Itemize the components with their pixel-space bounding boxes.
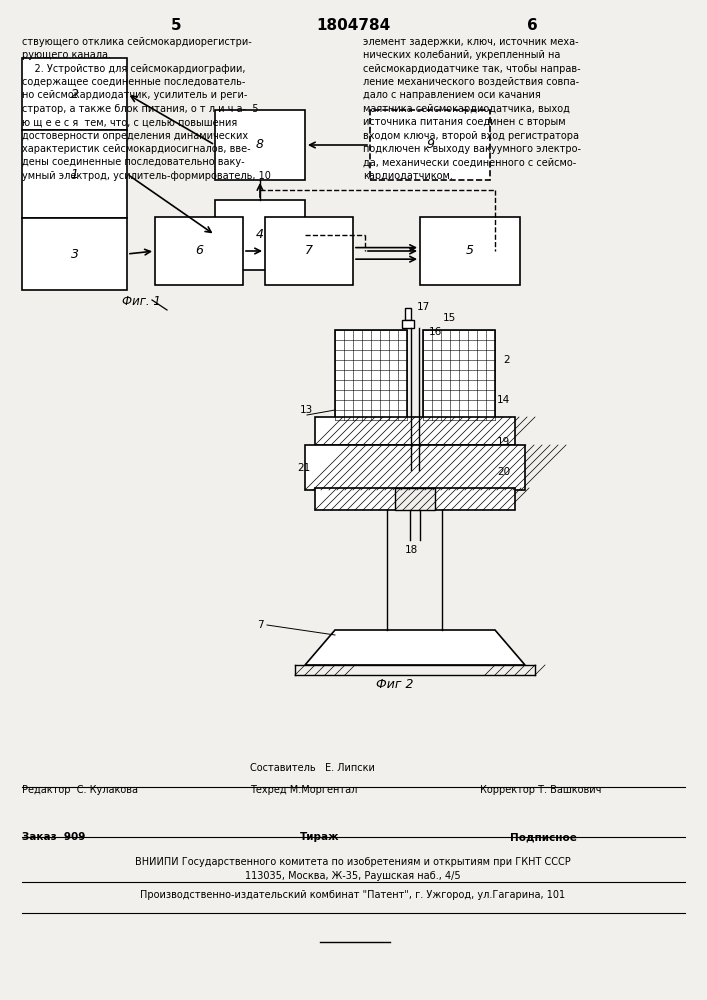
Text: 19: 19 (497, 437, 510, 447)
Bar (305, 445, 525, 490)
Text: 6: 6 (195, 244, 203, 257)
Polygon shape (305, 630, 525, 665)
Text: Производственно-издательский комбинат "Патент", г. Ужгород, ул.Гагарина, 101: Производственно-издательский комбинат "П… (141, 890, 566, 900)
Bar (423, 330, 495, 420)
Text: Тираж: Тираж (300, 832, 339, 842)
Text: 3: 3 (71, 247, 78, 260)
Bar (215, 110, 305, 180)
Bar (22, 218, 127, 290)
Bar (155, 217, 243, 285)
Text: ствующего отклика сейсмокардиорегистри-
рующего канала.
    2. Устройство для се: ствующего отклика сейсмокардиорегистри- … (22, 37, 271, 181)
Text: 4: 4 (256, 229, 264, 241)
Text: 2: 2 (71, 88, 78, 101)
Text: ВНИИПИ Государственного комитета по изобретениям и открытиям при ГКНТ СССР: ВНИИПИ Государственного комитета по изоб… (135, 857, 571, 867)
Text: Фиг 2: Фиг 2 (376, 678, 414, 692)
Text: Корректор Т. Вашкович: Корректор Т. Вашкович (480, 785, 602, 795)
Bar (315, 417, 515, 445)
Bar (22, 58, 127, 130)
Text: 2: 2 (503, 355, 510, 365)
Text: 1804784: 1804784 (316, 17, 390, 32)
Text: 113035, Москва, Ж-35, Раушская наб., 4/5: 113035, Москва, Ж-35, Раушская наб., 4/5 (245, 871, 461, 881)
Bar (402, 320, 414, 328)
Text: Редактор  С. Кулакова: Редактор С. Кулакова (22, 785, 138, 795)
Text: элемент задержки, ключ, источник меха-
нических колебаний, укрепленный на
сейсмо: элемент задержки, ключ, источник меха- н… (363, 37, 581, 181)
Text: Заказ  909: Заказ 909 (22, 832, 86, 842)
Bar (420, 217, 520, 285)
Text: 1: 1 (71, 167, 78, 180)
Text: 7: 7 (257, 620, 264, 630)
Text: 6: 6 (527, 17, 537, 32)
Text: 15: 15 (443, 313, 456, 323)
Text: 5: 5 (170, 17, 181, 32)
Text: 7: 7 (305, 244, 313, 257)
Bar (370, 110, 490, 180)
Text: 14: 14 (497, 395, 510, 405)
Text: 16: 16 (429, 327, 443, 337)
Bar (315, 488, 515, 510)
Text: Фиг. 1: Фиг. 1 (122, 295, 161, 308)
Bar (265, 217, 353, 285)
Text: 20: 20 (497, 467, 510, 477)
Text: 18: 18 (405, 545, 419, 555)
Text: 21: 21 (297, 463, 310, 473)
Text: Подписное: Подписное (510, 832, 577, 842)
Bar (22, 130, 127, 218)
Bar (215, 200, 305, 270)
Text: 17: 17 (417, 302, 431, 312)
Text: 13: 13 (300, 405, 313, 415)
Text: 9: 9 (426, 138, 434, 151)
Bar (395, 488, 435, 510)
Text: 8: 8 (256, 138, 264, 151)
Bar (405, 308, 411, 320)
Text: Составитель   Е. Липски: Составитель Е. Липски (250, 763, 375, 773)
Text: Техред М.Моргентал: Техред М.Моргентал (250, 785, 357, 795)
Text: 5: 5 (466, 244, 474, 257)
Bar (335, 330, 407, 420)
